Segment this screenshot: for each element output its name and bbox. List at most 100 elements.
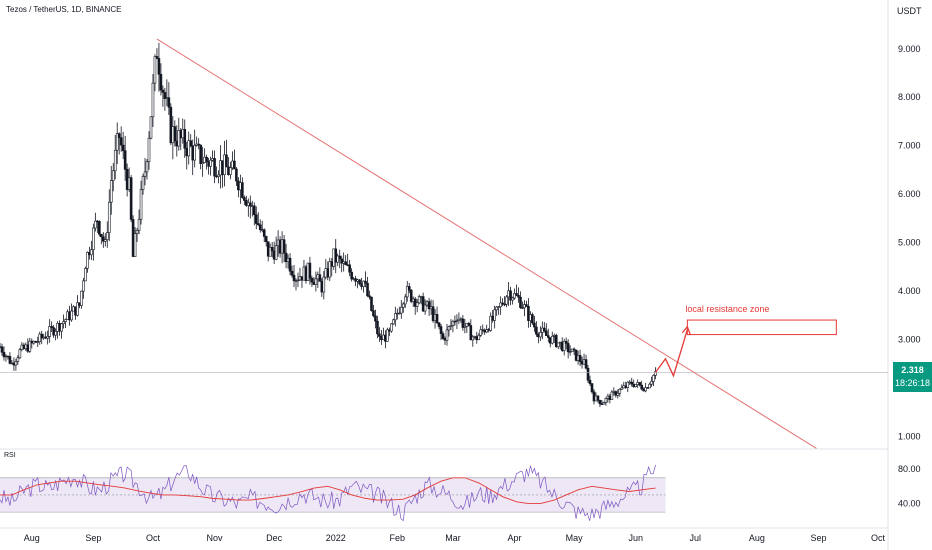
candle	[84, 266, 87, 282]
price-tick-label: 3.000	[898, 334, 921, 344]
candle-body	[105, 232, 109, 240]
candle-body	[102, 236, 105, 242]
candle-body	[252, 205, 256, 216]
candle-body	[233, 160, 236, 170]
candle-body	[447, 326, 451, 331]
candle	[368, 290, 371, 300]
candle	[117, 132, 121, 155]
candle	[76, 295, 79, 317]
candle-body	[328, 261, 332, 278]
candle	[376, 315, 379, 339]
candle	[562, 338, 566, 356]
candle-body	[296, 279, 300, 282]
candle-body	[173, 126, 177, 142]
candle-body	[0, 346, 4, 353]
candle	[499, 296, 502, 315]
candle-body	[268, 247, 272, 257]
candle	[461, 314, 465, 331]
candle	[421, 292, 425, 313]
candle-body	[378, 333, 381, 337]
candle	[16, 355, 20, 365]
candle	[417, 294, 421, 305]
candle-body	[554, 334, 558, 348]
candle-body	[46, 336, 49, 339]
candle-body	[163, 92, 167, 99]
candle-body	[578, 355, 582, 362]
candle	[213, 150, 216, 184]
candle	[505, 295, 508, 308]
candle-body	[197, 143, 200, 146]
candle	[435, 306, 439, 325]
candle-body	[445, 329, 449, 341]
time-tick-label: Jun	[628, 533, 643, 543]
candle-body	[344, 261, 347, 266]
candle-body	[109, 180, 113, 203]
candle	[308, 256, 312, 285]
candle-body	[469, 325, 473, 341]
candle	[449, 319, 453, 330]
candle	[217, 170, 220, 184]
candle-body	[90, 249, 93, 256]
candle-body	[463, 326, 467, 328]
candle-body	[441, 333, 445, 339]
candle-body	[550, 335, 554, 344]
projection-arrow	[655, 329, 688, 378]
candle	[139, 180, 143, 225]
candle-body	[495, 306, 498, 311]
candle-body	[28, 340, 32, 352]
candle-body	[201, 162, 204, 164]
candle	[133, 227, 137, 257]
candle	[401, 302, 405, 313]
candle-body	[18, 349, 22, 359]
candle-body	[123, 150, 127, 170]
candle-body	[161, 89, 165, 93]
time-tick-label: Feb	[390, 533, 406, 543]
candle-body	[566, 343, 570, 353]
candle-body	[634, 384, 638, 387]
candle	[437, 322, 441, 330]
candle-body	[423, 304, 427, 312]
candle	[638, 382, 641, 387]
candle	[282, 234, 286, 263]
candle-body	[604, 398, 608, 403]
candle-body	[310, 277, 314, 283]
candle-body	[133, 233, 137, 257]
candle-body	[115, 133, 119, 151]
grid	[0, 0, 889, 550]
candle	[344, 255, 347, 266]
candle	[102, 232, 105, 248]
candle-body	[358, 279, 361, 285]
candle	[531, 312, 534, 325]
candle	[409, 289, 413, 304]
candle-body	[167, 97, 171, 108]
candle	[258, 219, 262, 233]
candle-body	[258, 224, 262, 230]
candle	[539, 326, 542, 342]
time-axis: Aug Sep Oct Nov Dec 2022 Feb Mar Apr May Jun Jul Aug…	[24, 533, 886, 543]
rsi-label: RSI	[4, 452, 16, 459]
candle-body	[648, 383, 651, 389]
candle-body	[141, 176, 145, 190]
candle	[477, 333, 481, 341]
candle	[157, 42, 161, 92]
candle	[82, 277, 85, 299]
candle	[535, 321, 538, 337]
candle-body	[586, 367, 590, 381]
candle-body	[435, 314, 439, 323]
candle	[586, 364, 590, 384]
candle	[441, 331, 445, 340]
candle	[471, 334, 475, 347]
candle	[28, 337, 32, 353]
candle	[455, 314, 459, 329]
candle-body	[501, 302, 504, 305]
candle	[274, 236, 278, 261]
candle	[598, 399, 602, 408]
price-tick-label: 9.000	[898, 44, 921, 54]
price-tick-label: 5.000	[898, 238, 921, 248]
candle-body	[545, 330, 548, 336]
candle-body	[92, 227, 95, 251]
candle-body	[107, 201, 111, 233]
candle-body	[570, 348, 574, 353]
candle	[604, 397, 608, 406]
candle-body	[640, 384, 643, 390]
